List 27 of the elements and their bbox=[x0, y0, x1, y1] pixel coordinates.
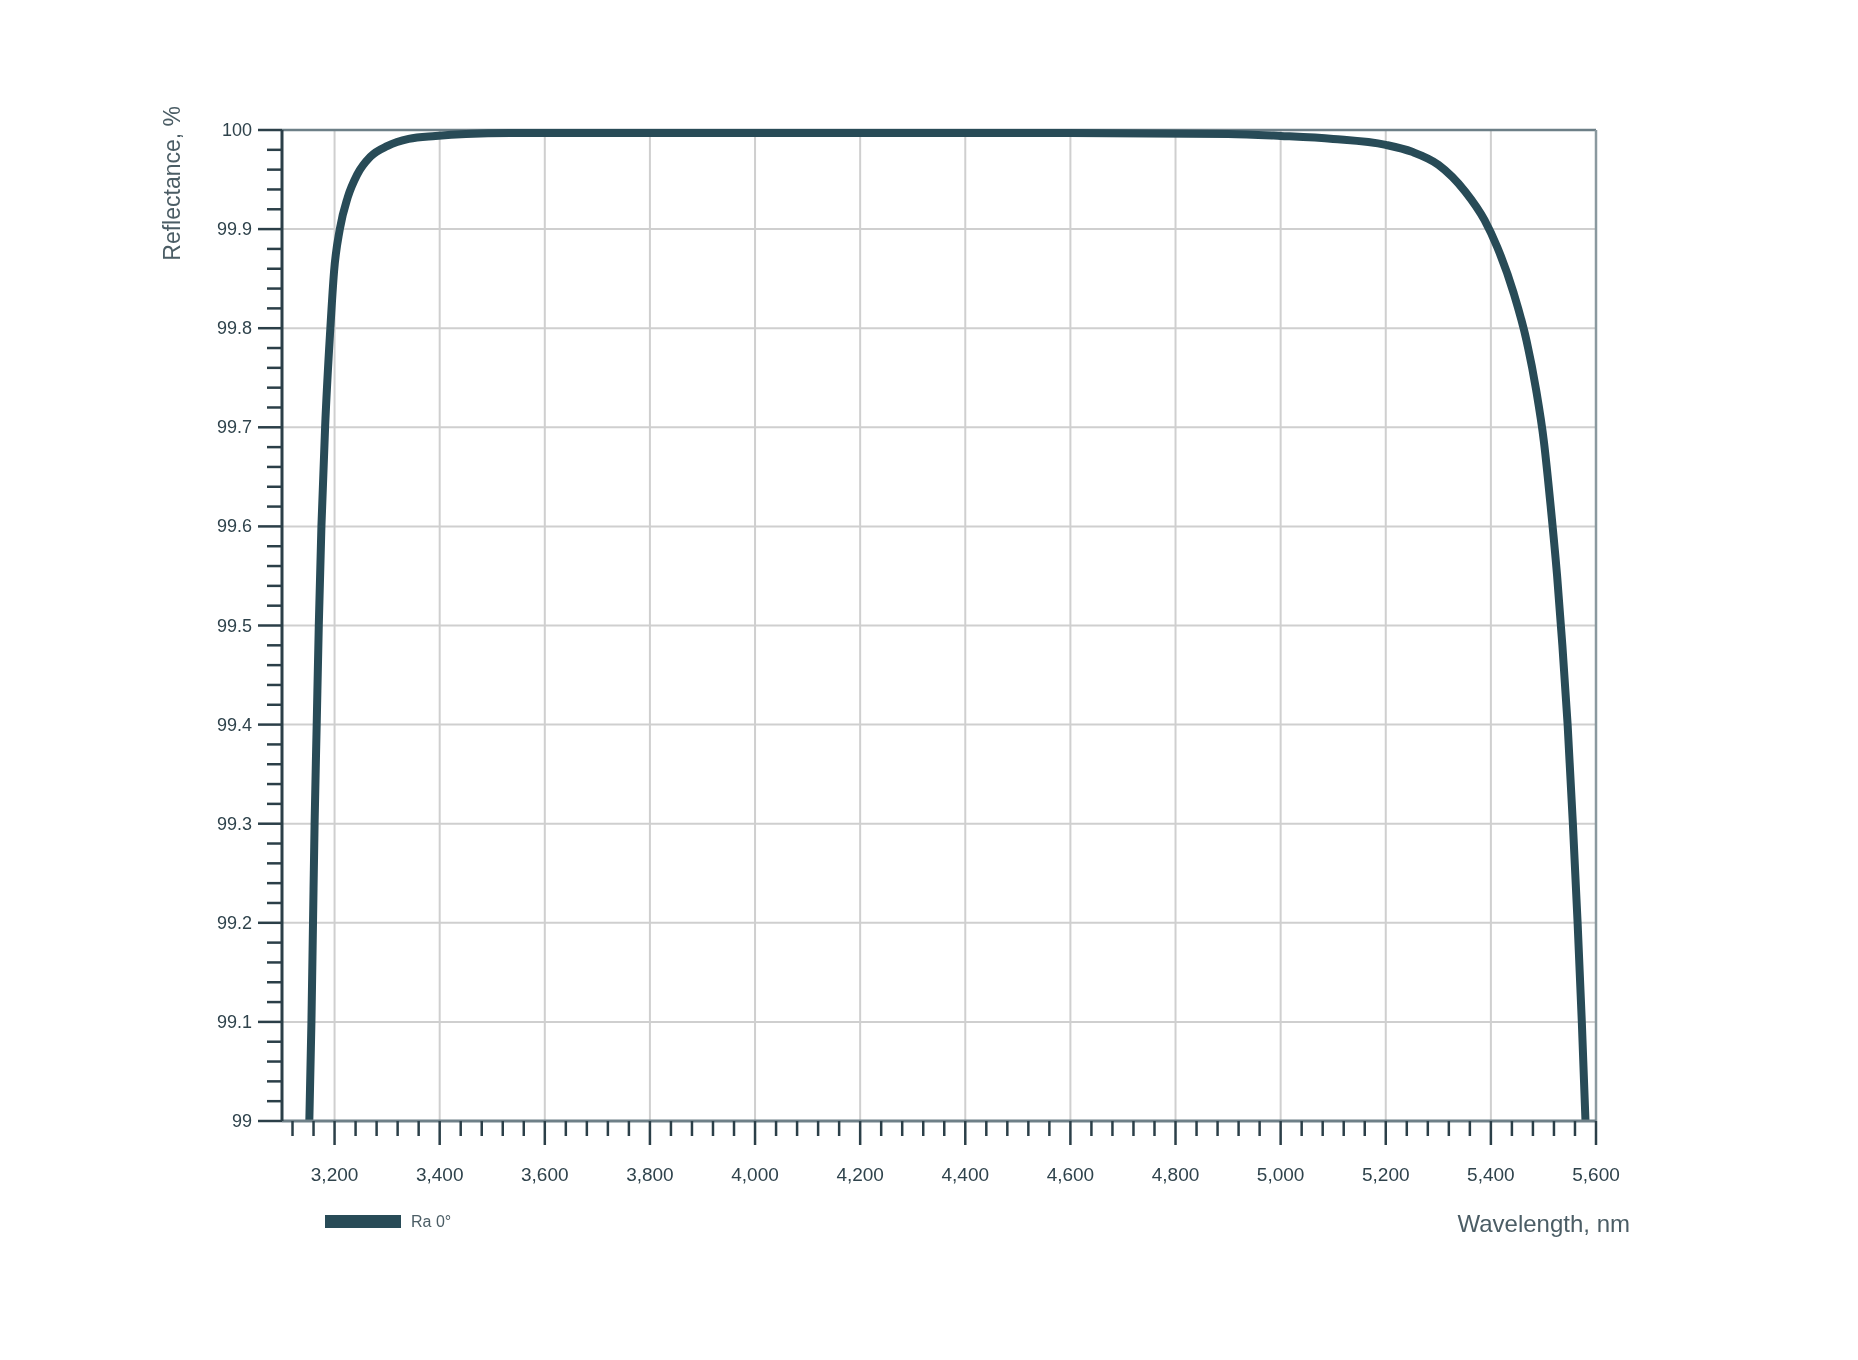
x-tick-label: 3,200 bbox=[310, 1164, 359, 1185]
y-axis-title: Reflectance, % bbox=[159, 106, 185, 261]
x-tick-label: 3,600 bbox=[521, 1164, 569, 1185]
x-axis-title: Wavelength, nm bbox=[1457, 1210, 1630, 1237]
x-tick-label: 5,200 bbox=[1361, 1164, 1410, 1185]
y-tick-label: 99.8 bbox=[216, 318, 252, 339]
x-tick-label: 4,000 bbox=[731, 1164, 779, 1185]
y-tick-label: 99 bbox=[231, 1111, 252, 1131]
y-tick-label: 99.4 bbox=[216, 714, 252, 735]
x-tick-label: 5,400 bbox=[1467, 1164, 1515, 1185]
y-tick-label: 99.9 bbox=[216, 219, 252, 240]
y-tick-label: 99.3 bbox=[216, 813, 252, 834]
x-tick-label: 5,000 bbox=[1256, 1164, 1305, 1185]
y-tick-label: 99.6 bbox=[216, 516, 252, 537]
y-tick-label: 99.2 bbox=[216, 912, 252, 933]
x-tick-label: 3,400 bbox=[415, 1164, 464, 1185]
y-tick-label: 99.5 bbox=[216, 615, 252, 636]
y-tick-label: 100 bbox=[221, 120, 252, 140]
legend-label: Ra 0° bbox=[411, 1213, 452, 1230]
x-tick-label: 3,800 bbox=[626, 1164, 674, 1185]
y-tick-label: 99.1 bbox=[216, 1011, 252, 1032]
x-tick-label: 4,200 bbox=[836, 1164, 884, 1185]
y-tick-label: 99.7 bbox=[216, 417, 252, 438]
x-tick-label: 5,600 bbox=[1572, 1164, 1620, 1185]
x-tick-label: 4,600 bbox=[1046, 1164, 1095, 1185]
x-tick-label: 4,400 bbox=[941, 1164, 990, 1185]
x-tick-label: 4,800 bbox=[1151, 1164, 1200, 1185]
